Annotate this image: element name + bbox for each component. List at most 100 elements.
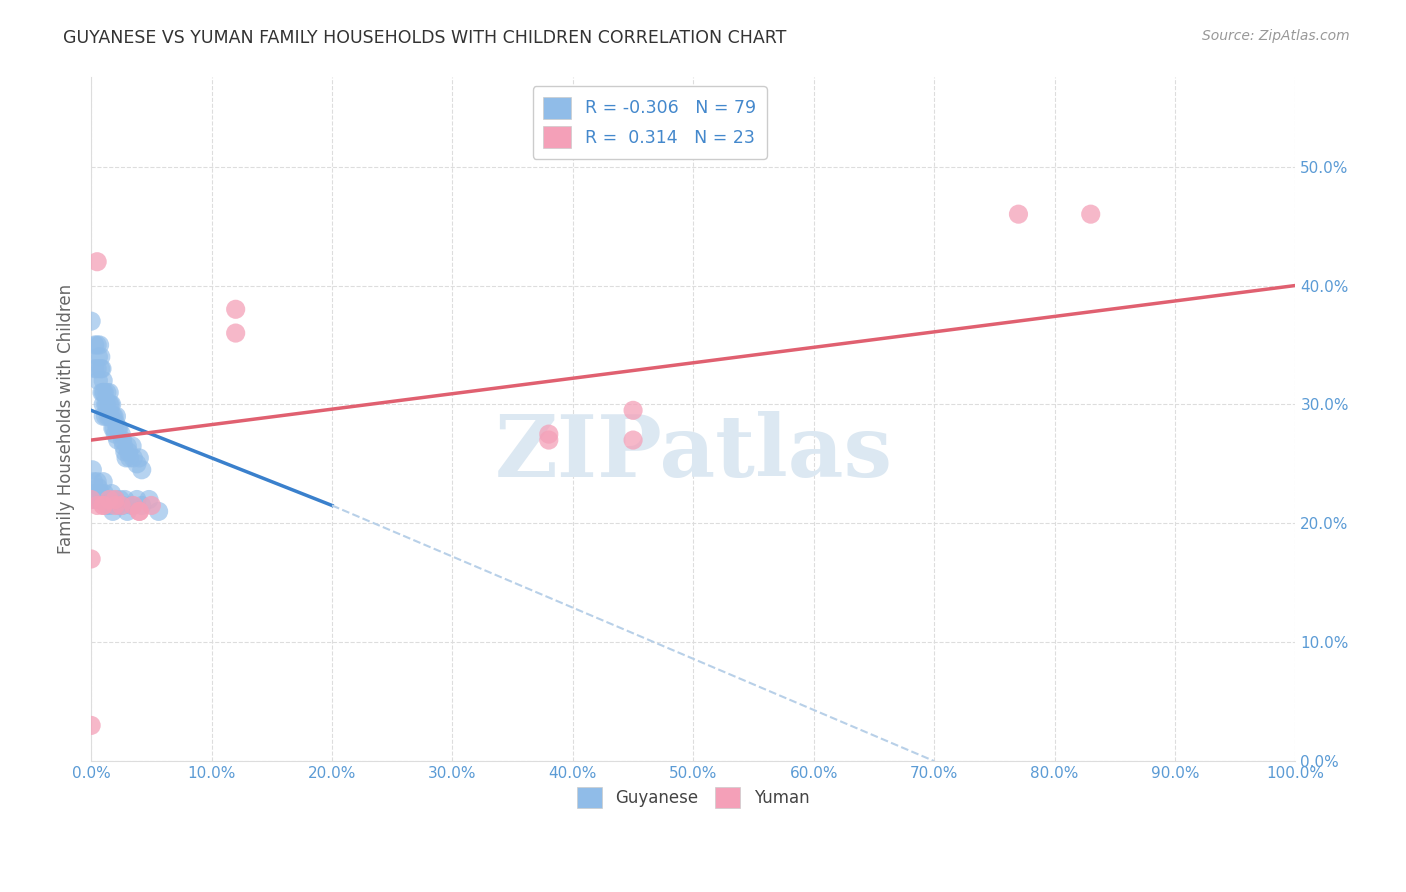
Y-axis label: Family Households with Children: Family Households with Children — [58, 285, 75, 554]
Text: ZIPatlas: ZIPatlas — [495, 411, 893, 495]
Point — [131, 463, 153, 477]
Point — [1080, 207, 1102, 221]
Point — [90, 350, 112, 364]
Text: Source: ZipAtlas.com: Source: ZipAtlas.com — [1202, 29, 1350, 44]
Point — [107, 421, 129, 435]
Point — [98, 492, 121, 507]
Point — [128, 504, 150, 518]
Point — [121, 499, 143, 513]
Point — [104, 415, 127, 429]
Point — [86, 254, 108, 268]
Point — [114, 445, 136, 459]
Point — [89, 338, 111, 352]
Point — [100, 499, 122, 513]
Point — [80, 492, 103, 507]
Point — [96, 499, 118, 513]
Point — [100, 409, 122, 424]
Text: GUYANESE VS YUMAN FAMILY HOUSEHOLDS WITH CHILDREN CORRELATION CHART: GUYANESE VS YUMAN FAMILY HOUSEHOLDS WITH… — [63, 29, 786, 47]
Point — [80, 314, 103, 328]
Point — [1007, 207, 1029, 221]
Point — [96, 397, 118, 411]
Point — [101, 409, 124, 424]
Point — [111, 499, 134, 513]
Point — [103, 421, 125, 435]
Point — [91, 475, 114, 489]
Point — [108, 492, 131, 507]
Point — [104, 427, 127, 442]
Point — [103, 409, 125, 424]
Point — [91, 361, 114, 376]
Point — [91, 385, 114, 400]
Point — [98, 492, 121, 507]
Point — [621, 403, 644, 417]
Point — [107, 433, 129, 447]
Point — [87, 481, 110, 495]
Point — [90, 361, 112, 376]
Point — [83, 338, 105, 352]
Point — [87, 350, 110, 364]
Point — [107, 499, 129, 513]
Point — [122, 450, 145, 465]
Point — [537, 433, 560, 447]
Point — [100, 397, 122, 411]
Point — [101, 421, 124, 435]
Point — [94, 397, 117, 411]
Point — [83, 486, 105, 500]
Point — [225, 326, 247, 340]
Point — [83, 361, 105, 376]
Point — [91, 499, 114, 513]
Point — [93, 486, 115, 500]
Point — [90, 486, 112, 500]
Point — [89, 492, 111, 507]
Point — [86, 361, 108, 376]
Point — [225, 302, 247, 317]
Point — [80, 492, 103, 507]
Point — [111, 433, 134, 447]
Point — [148, 504, 170, 518]
Point — [131, 499, 153, 513]
Point — [125, 492, 148, 507]
Point — [117, 439, 139, 453]
Point — [98, 397, 121, 411]
Point — [91, 397, 114, 411]
Point — [117, 504, 139, 518]
Point — [91, 374, 114, 388]
Point — [121, 439, 143, 453]
Point — [86, 475, 108, 489]
Point — [84, 492, 107, 507]
Point — [110, 427, 132, 442]
Point — [82, 463, 104, 477]
Point — [104, 499, 127, 513]
Point — [93, 385, 115, 400]
Point — [94, 492, 117, 507]
Point — [100, 486, 122, 500]
Point — [621, 433, 644, 447]
Point — [138, 492, 160, 507]
Point — [122, 499, 145, 513]
Point — [112, 439, 135, 453]
Point — [91, 492, 114, 507]
Point — [104, 492, 127, 507]
Point — [91, 385, 114, 400]
Point — [141, 499, 163, 513]
Point — [86, 499, 108, 513]
Point — [104, 492, 127, 507]
Point — [91, 409, 114, 424]
Point — [100, 397, 122, 411]
Point — [98, 385, 121, 400]
Point — [83, 475, 105, 489]
Point — [110, 499, 132, 513]
Point — [91, 499, 114, 513]
Point — [101, 504, 124, 518]
Point — [115, 450, 138, 465]
Point — [94, 409, 117, 424]
Point — [114, 492, 136, 507]
Point — [97, 409, 120, 424]
Point — [118, 450, 141, 465]
Point — [87, 374, 110, 388]
Point — [108, 421, 131, 435]
Point — [128, 450, 150, 465]
Point — [128, 504, 150, 518]
Point — [96, 385, 118, 400]
Legend: Guyanese, Yuman: Guyanese, Yuman — [571, 780, 815, 814]
